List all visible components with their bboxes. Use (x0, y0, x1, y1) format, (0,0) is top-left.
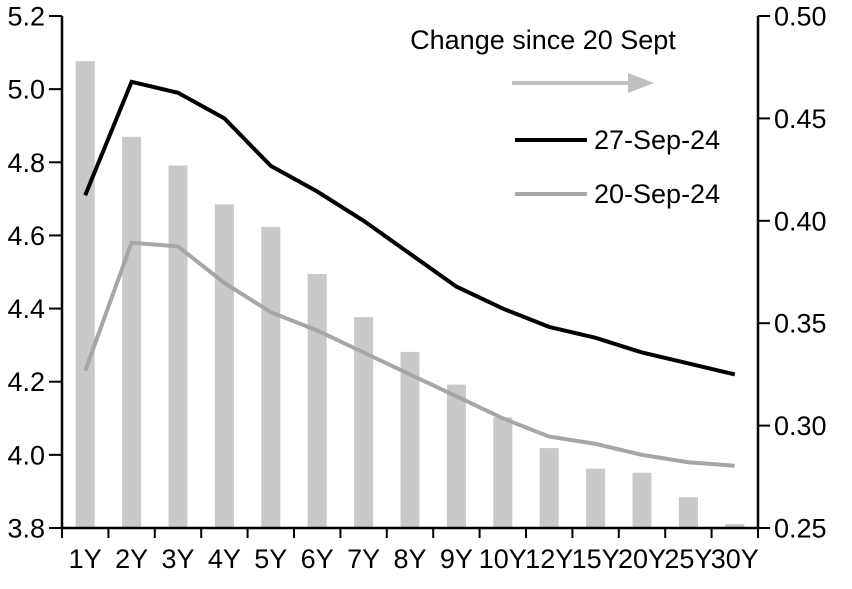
bar-4Y (214, 204, 234, 528)
right-axis-tick-label: 0.25 (774, 514, 827, 544)
x-axis-label-10Y: 10Y (479, 544, 527, 574)
x-axis-label-9Y: 9Y (440, 544, 473, 574)
right-axis-tick-label: 0.45 (774, 104, 827, 134)
x-axis-label-15Y: 15Y (572, 544, 620, 574)
left-axis-tick-label: 4.6 (7, 221, 45, 251)
line-20-Sep-24 (83, 240, 735, 468)
bar-9Y (446, 384, 466, 528)
axis-frame (60, 16, 760, 530)
x-axis-label-1Y: 1Y (69, 544, 102, 574)
x-axis-label-2Y: 2Y (115, 544, 148, 574)
bar-3Y (168, 165, 188, 528)
left-axis-tick-label: 4.0 (7, 440, 45, 470)
x-axis-label-20Y: 20Y (618, 544, 666, 574)
left-axis-tick-label: 5.0 (7, 75, 45, 105)
x-axis-label-12Y: 12Y (525, 544, 573, 574)
bar-5Y (261, 226, 281, 528)
right-axis-tick-label: 0.35 (774, 309, 827, 339)
x-axis-label-5Y: 5Y (254, 544, 287, 574)
x-axis-label-8Y: 8Y (393, 544, 426, 574)
left-axis-tick-label: 4.4 (7, 294, 45, 324)
bar-2Y (122, 136, 142, 529)
bar-30Y (725, 523, 745, 528)
bar-8Y (400, 351, 420, 528)
bar-1Y (75, 61, 95, 528)
right-axis-tick-label: 0.50 (774, 2, 827, 32)
bar-25Y (678, 497, 698, 528)
bar-12Y (539, 448, 559, 528)
x-axis-label-25Y: 25Y (664, 544, 712, 574)
bar-10Y (493, 417, 513, 528)
x-axis-label-3Y: 3Y (161, 544, 194, 574)
x-axis-label-6Y: 6Y (301, 544, 334, 574)
x-axis-label-4Y: 4Y (208, 544, 241, 574)
right-axis-tick-label: 0.40 (774, 206, 827, 236)
left-axis-tick-label: 4.8 (7, 148, 45, 178)
x-axis-label-30Y: 30Y (711, 544, 759, 574)
x-axis-label-7Y: 7Y (347, 544, 380, 574)
bar-15Y (586, 468, 606, 528)
left-axis-tick-label: 4.2 (7, 367, 45, 397)
left-axis-tick-label: 3.8 (7, 514, 45, 544)
bar-20Y (632, 472, 652, 528)
right-axis-tick-label: 0.30 (774, 411, 827, 441)
bar-6Y (307, 274, 327, 528)
left-axis-tick-label: 5.2 (7, 2, 45, 32)
line-27-Sep-24 (83, 79, 736, 377)
bar-7Y (354, 317, 374, 528)
